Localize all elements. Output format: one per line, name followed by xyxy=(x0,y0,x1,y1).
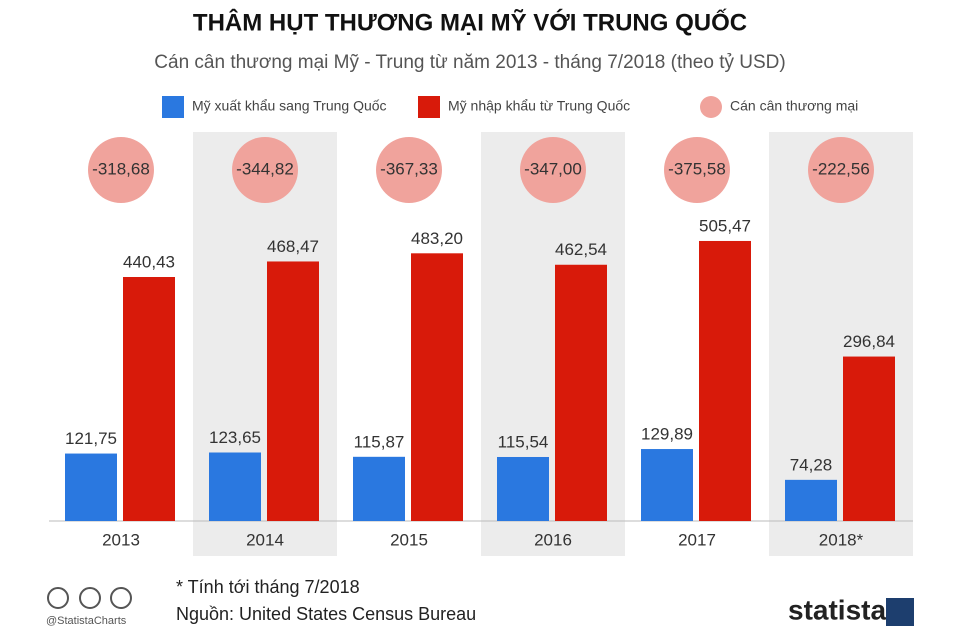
brand: statista xyxy=(788,594,886,625)
bar xyxy=(123,277,175,521)
value-label: -344,82 xyxy=(236,159,294,178)
legend-label: Cán cân thương mại xyxy=(730,98,858,114)
balance-bubble xyxy=(808,137,874,203)
bar xyxy=(785,479,837,521)
note: Nguồn: United States Census Bureau xyxy=(176,604,476,624)
value-label: 74,28 xyxy=(790,455,833,474)
value-label: -347,00 xyxy=(524,159,582,178)
balance-bubble xyxy=(232,137,298,203)
value-label: -367,33 xyxy=(380,159,438,178)
value-label: 121,75 xyxy=(65,429,117,448)
value-label: -375,58 xyxy=(668,159,726,178)
value-label: 483,20 xyxy=(411,229,463,248)
bar xyxy=(65,453,117,521)
note: * Tính tới tháng 7/2018 xyxy=(176,577,360,597)
legend-swatch xyxy=(162,96,184,118)
chart-title: THÂM HỤT THƯƠNG MẠI MỸ VỚI TRUNG QUỐC xyxy=(193,8,747,36)
value-label: 129,89 xyxy=(641,425,693,444)
bar xyxy=(497,456,549,521)
balance-bubble xyxy=(520,137,586,203)
x-tick-label: 2018* xyxy=(819,530,864,549)
value-label: 115,54 xyxy=(498,432,549,451)
balance-bubble xyxy=(664,137,730,203)
balance-bubble xyxy=(88,137,154,203)
bar xyxy=(555,264,607,521)
x-tick-label: 2013 xyxy=(102,530,140,549)
x-tick-label: 2014 xyxy=(246,530,284,549)
bar xyxy=(267,261,319,521)
legend-swatch xyxy=(700,96,722,118)
bar xyxy=(641,449,693,521)
value-label: 440,43 xyxy=(123,252,175,271)
value-label: -318,68 xyxy=(92,159,150,178)
value-label: 462,54 xyxy=(555,240,607,259)
x-tick-label: 2016 xyxy=(534,530,572,549)
x-tick-label: 2017 xyxy=(678,530,716,549)
cc-icons xyxy=(47,587,132,609)
legend-swatch xyxy=(418,96,440,118)
value-label: -222,56 xyxy=(812,159,870,178)
value-label: 468,47 xyxy=(267,237,319,256)
legend-label: Mỹ nhập khẩu từ Trung Quốc xyxy=(448,98,630,114)
bar xyxy=(411,253,463,522)
bar xyxy=(843,356,895,521)
bar xyxy=(209,452,261,521)
x-tick-label: 2015 xyxy=(390,530,428,549)
balance-bubble xyxy=(376,137,442,203)
value-label: 123,65 xyxy=(209,428,261,447)
value-label: 505,47 xyxy=(699,216,751,235)
value-label: 115,87 xyxy=(354,432,405,451)
handle: @StatistaCharts xyxy=(46,615,127,627)
brand-logo xyxy=(886,598,914,626)
bar xyxy=(699,240,751,522)
bar xyxy=(353,456,405,521)
value-label: 296,84 xyxy=(843,332,895,351)
chart-subtitle: Cán cân thương mại Mỹ - Trung từ năm 201… xyxy=(154,52,785,73)
legend-label: Mỹ xuất khẩu sang Trung Quốc xyxy=(192,98,387,114)
